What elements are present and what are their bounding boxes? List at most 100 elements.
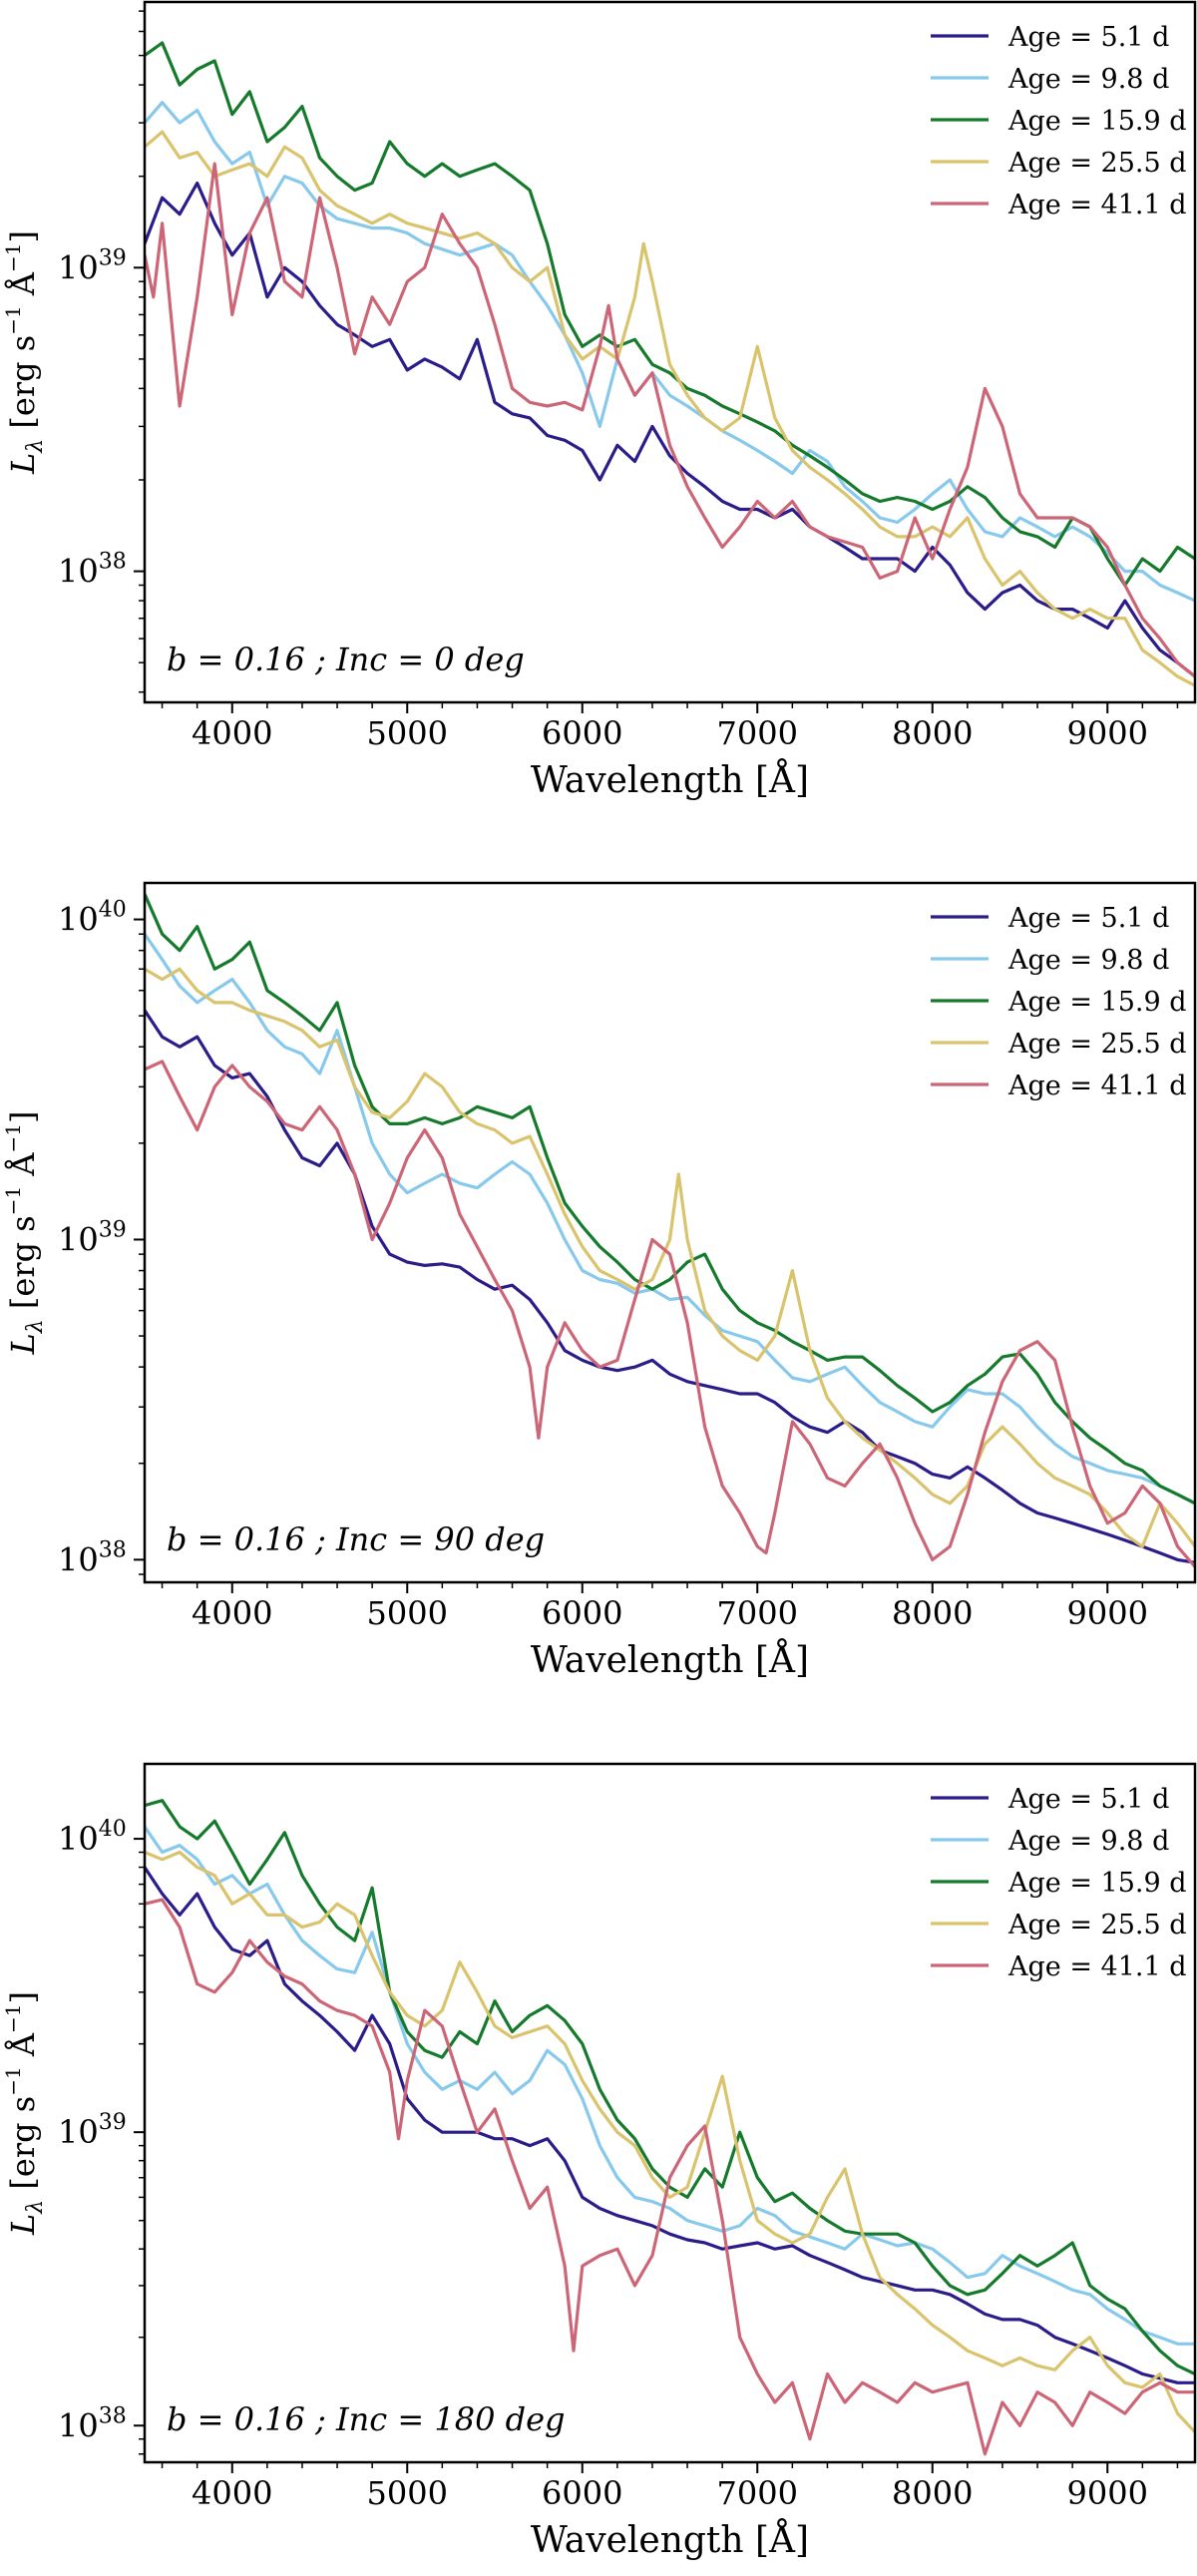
x-tick-label: 8000 — [892, 714, 973, 752]
y-label-subscript: λ — [23, 439, 48, 454]
y-label-units: [erg s — [4, 335, 42, 439]
y-tick-base: 10 — [58, 248, 99, 286]
y-label-units: ] — [4, 1111, 42, 1123]
y-label-units: Å — [4, 271, 42, 305]
legend-label-2: Age = 9.8 d — [1007, 945, 1169, 976]
y-label-exponent: −1 — [1, 1186, 25, 1215]
series-line-2 — [145, 1825, 1195, 2346]
panel-annotation: b = 0.16 ; Inc = 180 deg — [167, 2400, 566, 2438]
legend-label-4: Age = 25.5 d — [1007, 148, 1187, 179]
legend-label-2: Age = 9.8 d — [1007, 1826, 1169, 1857]
legend-label-1: Age = 5.1 d — [1007, 22, 1169, 53]
y-tick-base: 10 — [58, 1540, 99, 1578]
series-line-3 — [145, 41, 1195, 588]
x-tick-label: 9000 — [1067, 1594, 1148, 1632]
x-tick-label: 7000 — [717, 714, 798, 752]
legend-label-2: Age = 9.8 d — [1007, 64, 1169, 95]
x-axis-label: Wavelength [Å] — [531, 2519, 809, 2561]
y-tick-label: 1039 — [58, 245, 127, 286]
y-axis-label: Lλ [erg s−1 Å−1] — [1, 230, 48, 475]
series-line-4 — [145, 967, 1195, 1548]
series-group — [145, 41, 1195, 687]
x-tick-label: 6000 — [542, 1594, 622, 1632]
x-tick-label: 5000 — [367, 1594, 448, 1632]
x-tick-label: 5000 — [367, 714, 448, 752]
legend-label-3: Age = 15.9 d — [1007, 1868, 1187, 1899]
x-tick-label: 6000 — [542, 714, 622, 752]
x-tick-label: 5000 — [367, 2474, 448, 2512]
y-tick-base: 10 — [58, 1220, 99, 1258]
series-line-5 — [145, 1060, 1195, 1569]
y-label-units: ] — [4, 230, 42, 242]
y-tick-label: 1040 — [58, 898, 127, 939]
y-axis-label: Lλ [erg s−1 Å−1] — [1, 1111, 48, 1356]
y-tick-base: 10 — [58, 1820, 99, 1858]
y-label-symbol: L — [4, 2214, 42, 2236]
x-tick-label: 6000 — [542, 2474, 622, 2512]
series-line-5 — [145, 1898, 1195, 2456]
series-line-3 — [145, 1799, 1195, 2376]
legend-label-4: Age = 25.5 d — [1007, 1910, 1187, 1940]
x-tick-label: 9000 — [1067, 714, 1148, 752]
y-label-exponent: −1 — [1, 2004, 25, 2033]
series-line-3 — [145, 892, 1195, 1505]
x-tick-label: 8000 — [892, 1594, 973, 1632]
x-tick-label: 7000 — [717, 1594, 798, 1632]
panel-annotation: b = 0.16 ; Inc = 90 deg — [167, 1520, 545, 1558]
plot-frame — [143, 881, 1197, 1584]
plot-frame — [143, 0, 1197, 704]
y-label-subscript: λ — [23, 1319, 48, 1334]
y-label-symbol: L — [4, 1333, 42, 1355]
series-line-2 — [145, 932, 1195, 1505]
legend-label-5: Age = 41.1 d — [1007, 190, 1187, 220]
y-tick-base: 10 — [58, 553, 99, 591]
legend-label-1: Age = 5.1 d — [1007, 903, 1169, 934]
y-tick-exponent: 40 — [99, 898, 127, 923]
y-tick-exponent: 39 — [99, 2110, 127, 2135]
chart-panel-1: 4000 5000 6000 7000 8000 900010381039Waveleng… — [1, 0, 1197, 801]
y-label-symbol: L — [4, 453, 42, 475]
legend-label-3: Age = 15.9 d — [1007, 106, 1187, 137]
y-tick-base: 10 — [58, 2113, 99, 2151]
y-axis-label: Lλ [erg s−1 Å−1] — [1, 1991, 48, 2236]
y-tick-label: 1039 — [58, 2110, 127, 2151]
y-tick-exponent: 39 — [99, 245, 127, 270]
y-label-subscript: λ — [23, 2200, 48, 2215]
y-label-units: [erg s — [4, 2096, 42, 2200]
legend-label-3: Age = 15.9 d — [1007, 987, 1187, 1018]
x-axis-label: Wavelength [Å] — [531, 759, 809, 801]
y-tick-label: 1038 — [58, 2403, 127, 2444]
y-label-units: [erg s — [4, 1215, 42, 1319]
y-tick-base: 10 — [58, 2406, 99, 2444]
series-line-1 — [145, 1009, 1195, 1564]
x-axis-label: Wavelength [Å] — [531, 1639, 809, 1681]
plot-frame — [143, 1762, 1197, 2464]
legend-label-1: Age = 5.1 d — [1007, 1784, 1169, 1815]
y-tick-exponent: 38 — [99, 2403, 127, 2428]
y-label-exponent: −1 — [1, 2066, 25, 2095]
legend-label-5: Age = 41.1 d — [1007, 1071, 1187, 1101]
y-label-exponent: −1 — [1, 243, 25, 272]
x-tick-label: 9000 — [1067, 2474, 1148, 2512]
chart-panel-2: 4000 5000 6000 7000 8000 9000103810391040Wave… — [1, 881, 1197, 1681]
y-label-units: Å — [4, 1152, 42, 1186]
y-label-exponent: −1 — [1, 305, 25, 334]
series-group — [145, 1799, 1195, 2456]
x-tick-label: 8000 — [892, 2474, 973, 2512]
series-line-1 — [145, 1866, 1195, 2384]
chart-panel-3: 4000 5000 6000 7000 8000 9000103810391040Wave… — [1, 1762, 1197, 2561]
y-tick-base: 10 — [58, 901, 99, 939]
y-tick-exponent: 40 — [99, 1817, 127, 1842]
x-tick-label: 4000 — [192, 1594, 272, 1632]
series-line-1 — [145, 181, 1195, 678]
series-line-5 — [145, 162, 1195, 678]
y-tick-label: 1040 — [58, 1817, 127, 1858]
legend-label-4: Age = 25.5 d — [1007, 1029, 1187, 1060]
legend-label-5: Age = 41.1 d — [1007, 1951, 1187, 1982]
y-tick-exponent: 39 — [99, 1217, 127, 1242]
y-tick-exponent: 38 — [99, 550, 127, 575]
y-tick-label: 1039 — [58, 1217, 127, 1258]
y-label-units: ] — [4, 1991, 42, 2003]
y-label-exponent: −1 — [1, 1123, 25, 1152]
